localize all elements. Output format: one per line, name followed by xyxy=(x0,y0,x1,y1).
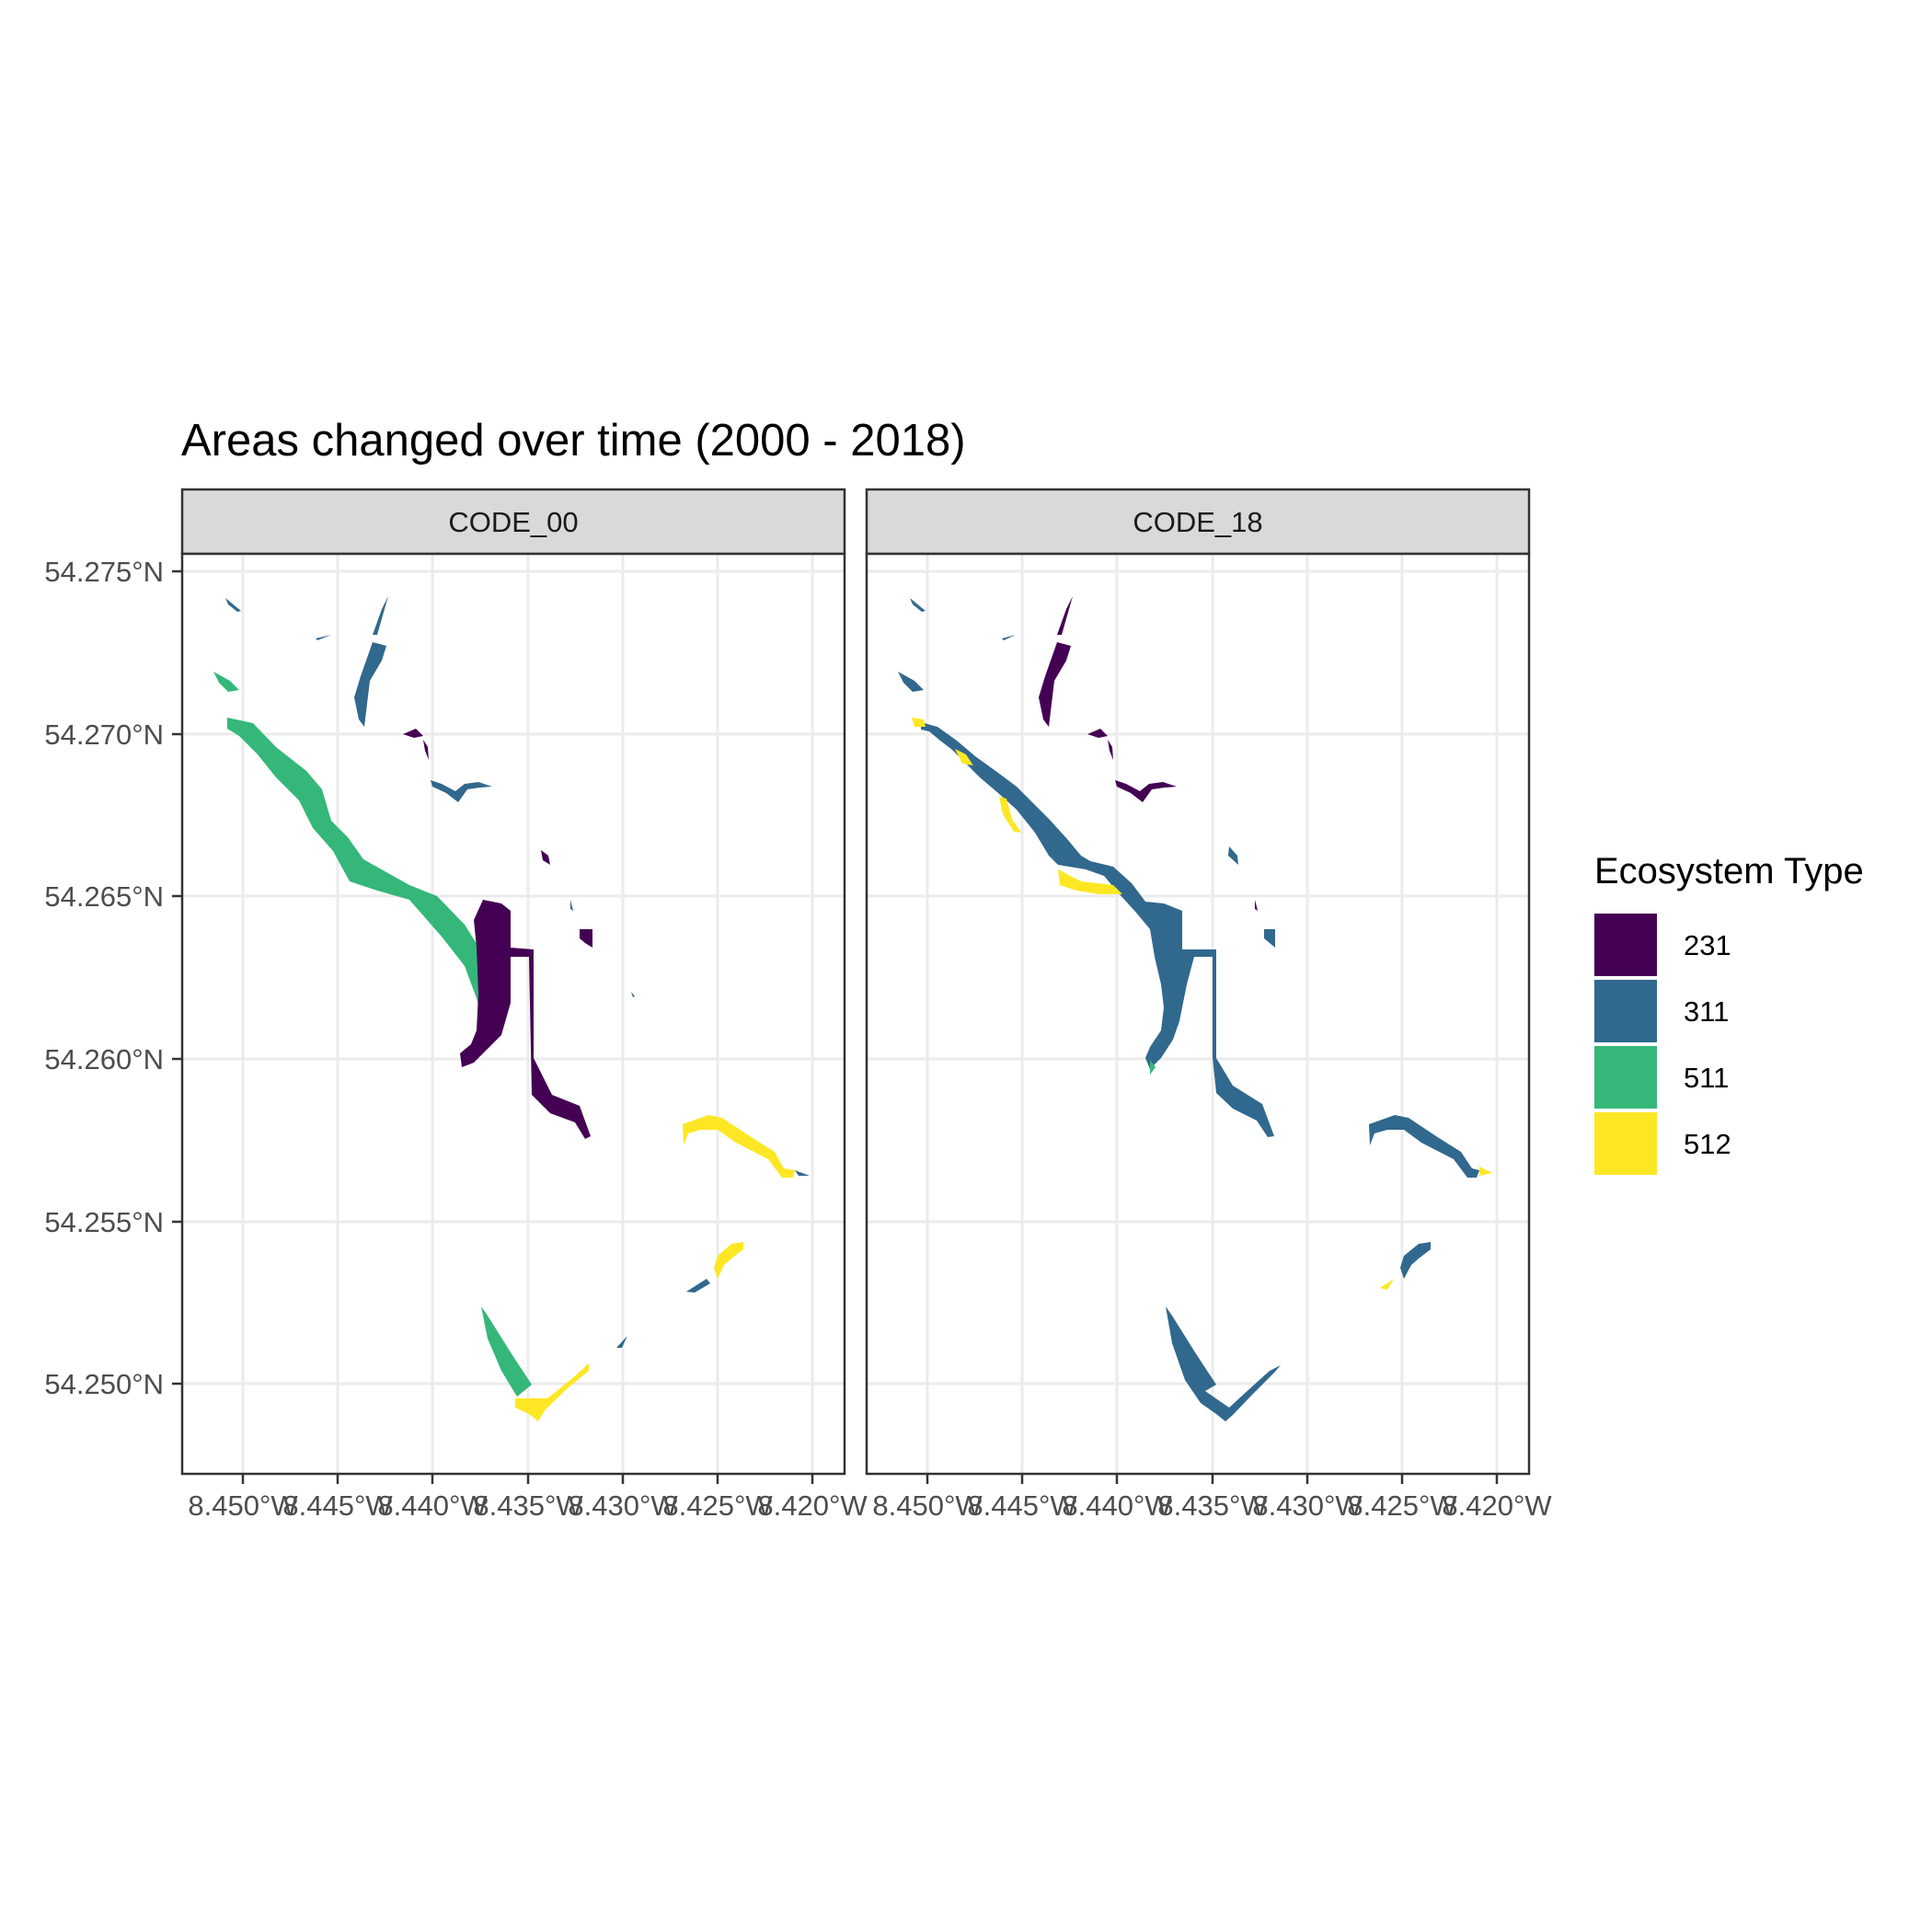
polygon-311 xyxy=(431,780,492,802)
x-tick-label: 8.425°W xyxy=(1347,1489,1457,1522)
polygon-311 xyxy=(921,722,1274,1137)
y-tick-label: 54.265°N xyxy=(44,880,164,913)
strip-code-18 xyxy=(865,488,1531,556)
y-tick-label: 54.275°N xyxy=(44,556,164,588)
legend-key-511 xyxy=(1594,1046,1657,1109)
legend-key-311 xyxy=(1594,980,1657,1042)
polygon-512 xyxy=(912,718,926,727)
polygon-231 xyxy=(423,740,429,760)
polygon-311 xyxy=(898,672,924,692)
polygon-511 xyxy=(213,672,239,692)
x-tick-label: 8.445°W xyxy=(967,1489,1077,1522)
strip-label-code-00: CODE_00 xyxy=(448,506,578,538)
polygon-311 xyxy=(1369,1115,1479,1178)
polygon-231 xyxy=(403,729,423,738)
x-tick-label: 8.450°W xyxy=(188,1489,298,1522)
polygon-512 xyxy=(999,797,1021,833)
polygon-512 xyxy=(1380,1279,1394,1290)
gridlines-code-00 xyxy=(182,554,845,1474)
x-tick-label: 8.430°W xyxy=(568,1489,678,1522)
polygon-512 xyxy=(714,1242,743,1279)
polygon-231 xyxy=(580,929,592,948)
legend-label-511: 511 xyxy=(1684,1062,1729,1094)
x-tick-label: 8.420°W xyxy=(1442,1489,1552,1522)
polygon-311 xyxy=(354,642,386,727)
plot-title: Areas changed over time (2000 - 2018) xyxy=(181,416,966,466)
panel-code-18: CODE_18 xyxy=(865,488,1531,1476)
polygon-231 xyxy=(541,850,550,865)
panel-background-code-00 xyxy=(182,554,845,1474)
polygon-512 xyxy=(1479,1167,1492,1176)
legend-label-311: 311 xyxy=(1684,995,1729,1028)
panel-code-00: CODE_00 xyxy=(180,488,846,1476)
y-tick-label: 54.255°N xyxy=(44,1206,164,1238)
polygons-code-18 xyxy=(898,596,1492,1421)
polygon-512 xyxy=(515,1363,589,1421)
polygon-231 xyxy=(1039,642,1071,727)
polygon-311 xyxy=(616,1336,627,1348)
panel-background-code-18 xyxy=(867,554,1529,1474)
x-tick-label: 8.450°W xyxy=(872,1489,983,1522)
y-axis: 54.275°N 54.270°N 54.265°N 54.260°N 54.2… xyxy=(44,556,182,1400)
y-tick-label: 54.250°N xyxy=(44,1368,164,1400)
x-axis-code-00: 8.450°W 8.445°W 8.440°W 8.435°W 8.430°W … xyxy=(188,1474,868,1522)
polygon-231 xyxy=(1057,596,1073,635)
polygon-231 xyxy=(1108,740,1113,760)
legend-key-512 xyxy=(1594,1112,1657,1175)
strip-code-00 xyxy=(180,488,846,556)
gridlines-code-18 xyxy=(867,554,1529,1474)
polygon-311 xyxy=(686,1279,710,1293)
polygons-code-00 xyxy=(213,596,810,1421)
x-tick-label: 8.440°W xyxy=(1062,1489,1172,1522)
polygon-231 xyxy=(1255,900,1258,911)
polygon-311 xyxy=(316,635,331,640)
legend: Ecosystem Type 231 311 511 512 xyxy=(1594,851,1864,1175)
polygon-311 xyxy=(1166,1306,1281,1421)
polygon-311 xyxy=(373,596,388,635)
x-tick-label: 8.425°W xyxy=(662,1489,773,1522)
y-tick-label: 54.270°N xyxy=(44,719,164,751)
polygon-311 xyxy=(225,598,241,612)
legend-label-231: 231 xyxy=(1684,929,1731,961)
x-tick-label: 8.435°W xyxy=(1157,1489,1268,1522)
legend-label-512: 512 xyxy=(1684,1128,1731,1160)
strip-label-code-18: CODE_18 xyxy=(1133,506,1262,538)
polygon-231 xyxy=(1087,729,1108,738)
x-tick-label: 8.435°W xyxy=(473,1489,583,1522)
polygon-511 xyxy=(1150,1060,1156,1075)
x-tick-label: 8.445°W xyxy=(282,1489,393,1522)
legend-title: Ecosystem Type xyxy=(1594,851,1864,891)
polygon-512 xyxy=(1058,869,1122,894)
panel-border-code-18 xyxy=(865,552,1531,1476)
x-axis-code-18: 8.450°W 8.445°W 8.440°W 8.435°W 8.430°W … xyxy=(872,1474,1552,1522)
polygon-311 xyxy=(1400,1242,1431,1279)
panel-border-code-00 xyxy=(180,552,846,1476)
polygon-311 xyxy=(910,598,926,612)
polygon-311 xyxy=(795,1170,810,1176)
x-tick-label: 8.440°W xyxy=(377,1489,488,1522)
legend-key-231 xyxy=(1594,914,1657,976)
polygon-311 xyxy=(1228,846,1238,865)
polygon-311 xyxy=(1264,929,1275,948)
x-tick-label: 8.420°W xyxy=(757,1489,868,1522)
polygon-511 xyxy=(227,718,497,1035)
polygon-311 xyxy=(570,900,573,911)
polygon-231 xyxy=(460,900,591,1139)
polygon-311 xyxy=(631,992,635,997)
polygon-511 xyxy=(481,1306,532,1397)
polygon-311 xyxy=(1002,635,1016,640)
polygon-512 xyxy=(955,749,973,765)
polygon-231 xyxy=(1115,780,1177,802)
x-tick-label: 8.430°W xyxy=(1252,1489,1363,1522)
polygon-512 xyxy=(683,1115,795,1178)
y-tick-label: 54.260°N xyxy=(44,1043,164,1075)
